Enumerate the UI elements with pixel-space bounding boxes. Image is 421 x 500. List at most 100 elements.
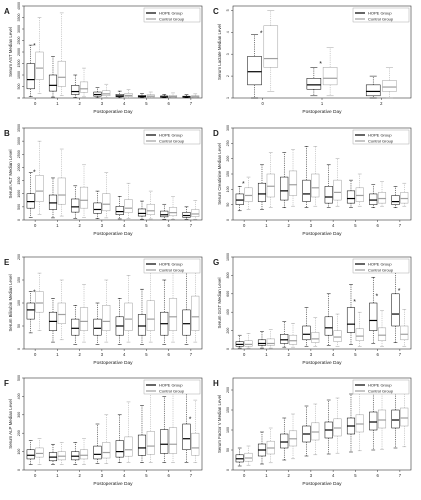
x-tick-label: 6 <box>376 352 379 357</box>
x-tick-label: 0 <box>261 101 264 106</box>
control-box-day-7 <box>191 200 200 220</box>
y-tick-label: 2500 <box>17 37 21 45</box>
iqr-box <box>280 176 289 201</box>
iqr-box <box>79 449 89 460</box>
control-box-day-1 <box>266 329 275 349</box>
control-box-day-5 <box>355 391 364 452</box>
iqr-box <box>244 187 253 202</box>
legend-label: HOPE Group <box>159 262 183 267</box>
x-tick-label: 5 <box>354 473 357 478</box>
legend-label: Control Group <box>368 389 394 394</box>
y-tick-label: 200 <box>17 430 21 436</box>
legend-label: HOPE Group <box>159 133 183 138</box>
iqr-box <box>26 302 35 320</box>
hope-box-day-2 <box>71 185 80 219</box>
iqr-box <box>191 209 200 217</box>
control-box-day-2 <box>79 67 89 98</box>
hope-box-day-3 <box>302 146 311 208</box>
y-tick-label: 400 <box>17 393 21 399</box>
y-tick-label: 5 <box>226 9 230 11</box>
hope-box-day-7 <box>391 186 400 208</box>
control-box-day-1 <box>57 12 66 96</box>
iqr-box <box>26 193 35 209</box>
legend-label: Control Group <box>368 17 394 22</box>
hope-box-day-7 <box>391 270 400 343</box>
iqr-box <box>257 182 267 202</box>
iqr-box <box>35 291 44 313</box>
iqr-box <box>266 338 275 346</box>
hope-box-day-1 <box>48 56 58 98</box>
control-box-day-4 <box>124 275 133 343</box>
panel-letter: B <box>4 129 10 138</box>
control-box-day-2 <box>79 284 89 343</box>
legend-frame <box>143 7 201 23</box>
iqr-box <box>191 432 200 456</box>
iqr-box <box>79 186 89 209</box>
y-tick-label: 3000 <box>17 25 21 33</box>
y-axis-label: Serum Bilirubin Median Level <box>8 274 13 331</box>
control-box-day-1 <box>57 148 66 217</box>
iqr-box <box>333 330 342 342</box>
x-tick-label: 6 <box>167 352 170 357</box>
y-tick-label: 250 <box>226 140 230 146</box>
control-box-day-7 <box>191 93 200 99</box>
iqr-box <box>57 302 66 324</box>
x-axis-label: Postoperative Day <box>302 231 342 237</box>
iqr-box <box>168 298 178 331</box>
y-tick-label: 0 <box>17 97 21 99</box>
panel-f: F 0 100 200 300 400 500 Serum ALP Median Level 0… <box>4 375 203 487</box>
panel-a: A 0 500 1000 1500 2000 2500 3000 3500 4000 Serum A… <box>4 2 203 115</box>
hope-box-day-5 <box>137 288 147 345</box>
x-tick-label: 4 <box>332 223 335 228</box>
iqr-box <box>391 293 400 327</box>
legend-label: Control Group <box>159 389 185 394</box>
control-box-day-6 <box>168 196 178 220</box>
control-box-day-0 <box>35 272 44 331</box>
y-tick-label: 0 <box>17 348 21 350</box>
control-box-day-3 <box>102 83 111 98</box>
y-tick-label: 1000 <box>226 253 230 261</box>
iqr-box <box>137 208 147 217</box>
iqr-box <box>280 433 289 449</box>
panel-letter: F <box>4 379 9 388</box>
iqr-box <box>377 327 387 341</box>
x-tick-label: 0 <box>34 223 37 228</box>
y-tick-label: 300 <box>17 412 21 418</box>
hope-box-day-5 <box>137 93 147 99</box>
iqr-box <box>160 429 169 454</box>
iqr-box <box>400 407 409 427</box>
iqr-box <box>324 316 333 336</box>
control-box-day-6 <box>377 387 387 450</box>
legend-label: Control Group <box>159 268 185 273</box>
iqr-box <box>57 60 66 87</box>
x-tick-label: 4 <box>332 352 335 357</box>
y-tick-label: 200 <box>226 328 230 334</box>
hope-box-day-3 <box>302 405 311 457</box>
iqr-box <box>137 314 147 336</box>
control-box-day-6 <box>168 265 178 343</box>
y-axis-label: Serum GGT Median Level <box>217 278 222 329</box>
x-tick-label: 1 <box>321 101 324 106</box>
x-tick-label: 6 <box>167 223 170 228</box>
hope-box-day-5 <box>137 405 147 463</box>
panel-letter: E <box>4 258 10 267</box>
legend-label: HOPE Group <box>368 133 392 138</box>
panel-letter: A <box>4 7 10 16</box>
legend-label: Control Group <box>159 139 185 144</box>
x-tick-label: 7 <box>399 352 402 357</box>
x-axis-label: Postoperative Day <box>302 481 342 487</box>
iqr-box <box>146 431 155 455</box>
iqr-box <box>115 440 124 458</box>
hope-box-day-0 <box>235 447 244 467</box>
iqr-box <box>257 339 267 346</box>
iqr-box <box>369 193 378 205</box>
panel-letter: C <box>213 7 219 16</box>
control-box-day-0 <box>244 445 253 466</box>
y-tick-label: 2500 <box>17 150 21 158</box>
x-axis-label: Postoperative Day <box>93 231 133 237</box>
control-box-day-7 <box>400 309 409 347</box>
control-box-day-4 <box>333 158 342 207</box>
control-box-day-1 <box>57 279 66 341</box>
x-tick-label: 7 <box>399 223 402 228</box>
